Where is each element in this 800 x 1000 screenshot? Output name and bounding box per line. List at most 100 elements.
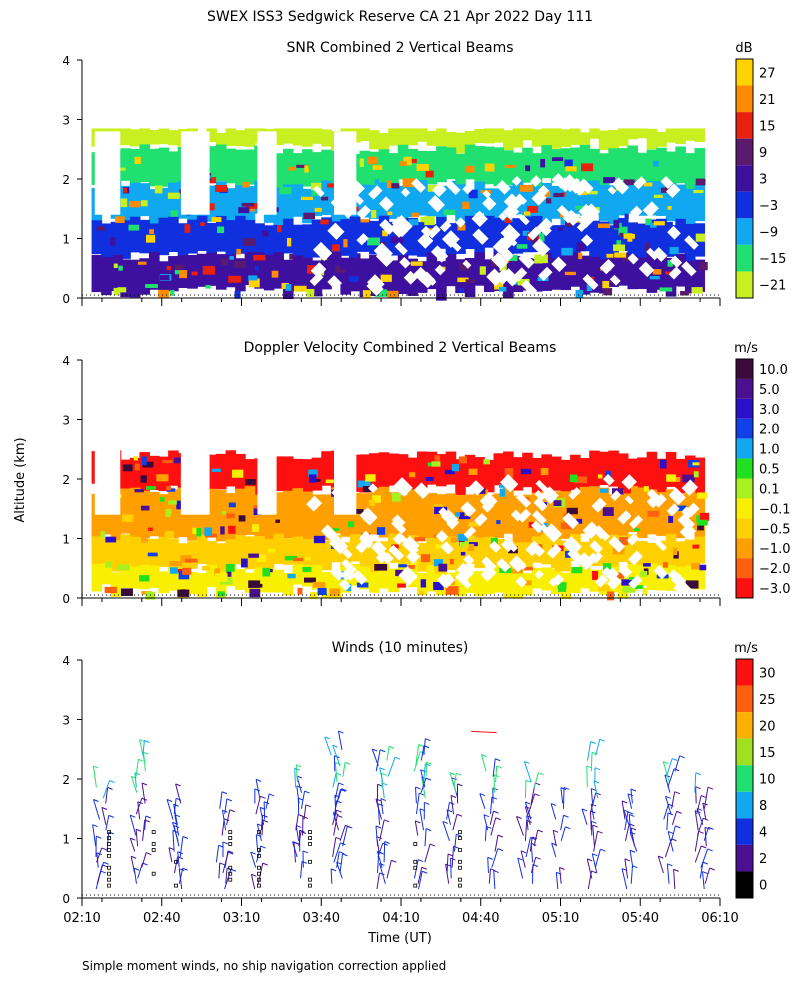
heatmap-cell bbox=[378, 149, 390, 185]
heatmap-cell bbox=[91, 493, 103, 544]
heatmap-cell bbox=[168, 182, 179, 220]
heatmap-cell bbox=[129, 149, 141, 185]
heatmap-cell bbox=[455, 222, 466, 254]
x-tick-label: 03:40 bbox=[303, 911, 340, 926]
data-gap bbox=[343, 569, 355, 581]
colorbar-label: −0.1 bbox=[759, 502, 791, 517]
heatmap-cell bbox=[137, 261, 147, 265]
y-tick-label: 1 bbox=[62, 533, 70, 547]
heatmap-cell bbox=[104, 561, 113, 568]
wind-barb bbox=[699, 862, 704, 879]
wind-barb-flag bbox=[591, 820, 597, 824]
colorbar-label: 3 bbox=[759, 173, 767, 188]
heatmap-cell bbox=[359, 158, 364, 168]
heatmap-cell bbox=[349, 253, 361, 292]
heatmap-cell bbox=[694, 195, 702, 202]
heatmap-cell bbox=[158, 217, 170, 256]
wind-barb bbox=[516, 816, 524, 836]
heatmap-cell bbox=[463, 544, 468, 549]
heatmap-cell bbox=[168, 151, 179, 189]
heatmap-cell bbox=[560, 522, 573, 530]
wind-barb bbox=[224, 850, 229, 868]
wind-barb bbox=[488, 868, 491, 884]
heatmap-cell bbox=[158, 494, 170, 545]
doppler-units-label: m/s bbox=[734, 341, 758, 356]
x-tick-label: 05:40 bbox=[622, 911, 659, 926]
wind-barb-flag bbox=[173, 803, 179, 807]
heatmap-cell bbox=[436, 454, 447, 487]
wind-barb bbox=[703, 787, 709, 809]
wind-barb bbox=[218, 862, 221, 879]
data-gap bbox=[530, 175, 542, 187]
wind-barb bbox=[445, 864, 450, 884]
wind-barb bbox=[484, 826, 487, 841]
data-gap bbox=[427, 276, 437, 286]
calm-wind-marker bbox=[308, 877, 312, 882]
heatmap-cell bbox=[311, 219, 323, 258]
heatmap-cell bbox=[436, 126, 447, 147]
heatmap-cell bbox=[167, 192, 180, 199]
wind-barb-flag bbox=[168, 847, 175, 851]
wind-barb bbox=[250, 874, 256, 890]
heatmap-cell bbox=[565, 166, 577, 172]
heatmap-cell bbox=[426, 492, 438, 539]
heatmap-cell bbox=[104, 586, 117, 594]
wind-barb-flag bbox=[627, 811, 634, 815]
heatmap-cell bbox=[154, 185, 163, 194]
data-gap bbox=[606, 575, 622, 591]
data-gap bbox=[518, 252, 535, 269]
wind-barb-flag bbox=[383, 819, 390, 823]
heatmap-cell bbox=[245, 479, 256, 485]
heatmap-cell bbox=[503, 487, 514, 534]
heatmap-cell bbox=[347, 521, 355, 528]
data-gap bbox=[489, 540, 502, 553]
heatmap-cell bbox=[570, 222, 581, 255]
heatmap-cell bbox=[380, 274, 392, 282]
wind-barb-flag bbox=[629, 813, 635, 817]
heatmap-cell bbox=[275, 519, 280, 523]
heatmap-cell bbox=[408, 472, 416, 478]
heatmap-cell bbox=[145, 284, 158, 288]
wind-barb bbox=[334, 762, 338, 783]
heatmap-cell bbox=[598, 258, 610, 294]
colorbar-label: −9 bbox=[759, 226, 778, 241]
colorbar-swatch bbox=[736, 359, 753, 379]
heatmap-cell bbox=[436, 494, 447, 541]
heatmap-cell bbox=[535, 235, 543, 240]
data-gap bbox=[435, 530, 449, 543]
wind-barb-flag bbox=[493, 810, 499, 814]
heatmap-cell bbox=[335, 265, 340, 273]
wind-barb-flag bbox=[663, 761, 669, 765]
heatmap-cell bbox=[694, 536, 706, 564]
heatmap-cell bbox=[622, 586, 636, 593]
heatmap-cell bbox=[225, 148, 237, 184]
y-axis-label: Altitude (km) bbox=[13, 437, 28, 522]
wind-barb-flag bbox=[524, 760, 530, 764]
heatmap-cell bbox=[464, 215, 476, 249]
heatmap-cell bbox=[321, 196, 329, 201]
colorbar-frame bbox=[735, 358, 754, 599]
data-gap bbox=[624, 495, 634, 505]
heatmap-cell bbox=[570, 180, 581, 214]
wind-barb-flag bbox=[342, 853, 348, 857]
calm-wind-marker bbox=[458, 865, 462, 870]
heatmap-cell bbox=[113, 287, 120, 296]
wind-barb-flag bbox=[295, 764, 302, 768]
heatmap-cell bbox=[608, 254, 619, 287]
heatmap-cell bbox=[424, 216, 435, 226]
wind-barb-flag bbox=[324, 736, 330, 740]
data-gap bbox=[684, 235, 699, 250]
heatmap-cell bbox=[133, 456, 138, 461]
heatmap-cell bbox=[369, 571, 380, 593]
wind-barb-flag bbox=[292, 841, 298, 845]
heatmap-cell bbox=[120, 588, 133, 596]
heatmap-cell bbox=[552, 157, 564, 162]
wind-barb-flag bbox=[429, 843, 436, 847]
wind-barb bbox=[524, 801, 532, 820]
heatmap-cell bbox=[619, 536, 629, 546]
heatmap-cell bbox=[597, 474, 603, 479]
colorbar-swatch bbox=[736, 165, 753, 192]
heatmap-cell bbox=[463, 516, 471, 520]
heatmap-cell bbox=[314, 207, 322, 212]
